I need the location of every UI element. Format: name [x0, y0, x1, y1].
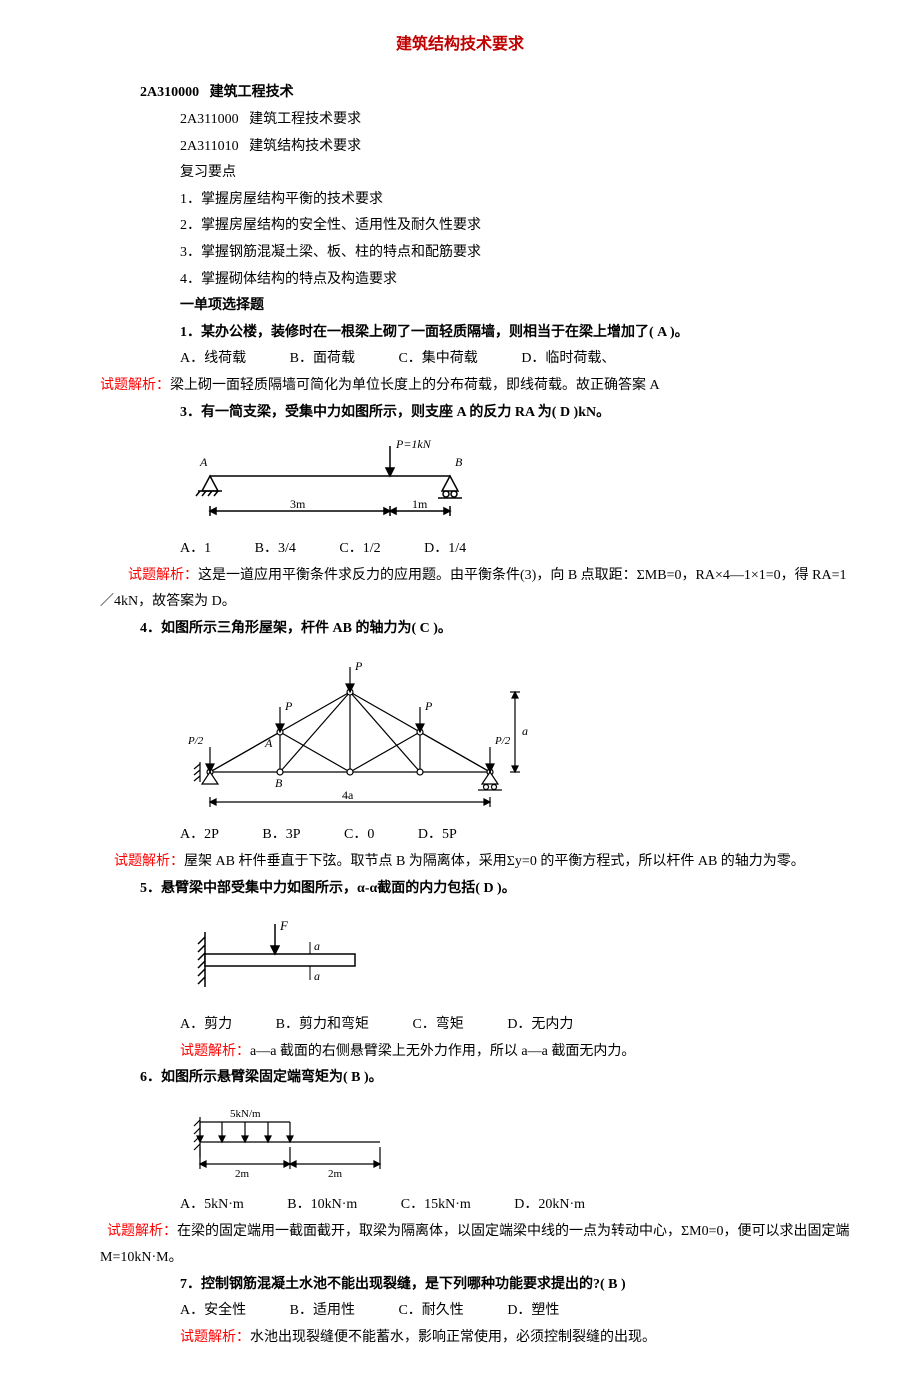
q3-option-c: C．1/2	[339, 536, 380, 563]
q7-options: A．安全性 B．适用性 C．耐久性 D．塑性	[180, 1298, 860, 1325]
subchapter-1: 2A311000 建筑工程技术要求	[180, 107, 860, 134]
q7-analysis-body: 水池出现裂缝便不能蓄水，影响正常使用，必须控制裂缝的出现。	[250, 1330, 656, 1345]
analysis-label: 试题解析：	[180, 1330, 250, 1345]
q7-analysis: 试题解析：水池出现裂缝便不能蓄水，影响正常使用，必须控制裂缝的出现。	[180, 1325, 860, 1352]
q1-option-c: C．集中荷载	[398, 346, 477, 373]
q6-diagram: 5kN/m 2m 2m	[180, 1102, 860, 1182]
q7-option-a: A．安全性	[180, 1298, 246, 1325]
q5-f-label: F	[279, 918, 289, 933]
q5-option-c: C．弯矩	[412, 1012, 463, 1039]
section-heading: 一单项选择题	[180, 293, 860, 320]
q4-height: a	[522, 724, 528, 738]
q6-option-d: D．20kN·m	[514, 1192, 585, 1219]
q6-options: A．5kN·m B．10kN·m C．15kN·m D．20kN·m	[180, 1192, 860, 1219]
q4-options: A．2P B．3P C．0 D．5P	[180, 822, 860, 849]
q3-diagram: P=1kN A B 3m 1m	[180, 436, 860, 526]
q4-analysis-body: 屋架 AB 杆件垂直于下弦。取节点 B 为隔离体，采用Σy=0 的平衡方程式，所…	[184, 854, 805, 869]
q4-text: 4．如图所示三角形屋架，杆件 AB 的轴力为( C )。	[140, 616, 860, 643]
q3-option-b: B．3/4	[255, 536, 296, 563]
q4-analysis: 试题解析：屋架 AB 杆件垂直于下弦。取节点 B 为隔离体，采用Σy=0 的平衡…	[100, 849, 860, 876]
q4-p-left: P	[284, 699, 293, 713]
q6-span2: 2m	[328, 1168, 343, 1180]
q4-option-c: C．0	[344, 822, 374, 849]
q1-options: A．线荷载 B．面荷载 C．集中荷载 D．临时荷载、	[180, 346, 860, 373]
q1-option-b: B．面荷载	[290, 346, 355, 373]
q6-option-c: C．15kN·m	[401, 1192, 471, 1219]
q3-b-label: B	[455, 455, 463, 469]
q7-text: 7．控制钢筋混凝土水池不能出现裂缝，是下列哪种功能要求提出的?( B )	[180, 1272, 860, 1299]
chapter-name: 建筑工程技术	[210, 85, 294, 100]
q3-analysis-body: 这是一道应用平衡条件求反力的应用题。由平衡条件(3)，向 B 点取距：ΣMB=0…	[100, 568, 846, 610]
chapter-heading: 2A310000 建筑工程技术	[140, 80, 860, 107]
q1-analysis: 试题解析：梁上砌一面轻质隔墙可简化为单位长度上的分布荷载，即线荷载。故正确答案 …	[100, 373, 860, 400]
q6-load: 5kN/m	[230, 1108, 261, 1120]
q6-analysis: 试题解析：在梁的固定端用一截面截开，取梁为隔离体，以固定端梁中线的一点为转动中心…	[100, 1219, 860, 1272]
analysis-label: 试题解析：	[114, 854, 184, 869]
q7-option-b: B．适用性	[290, 1298, 355, 1325]
q5-option-d: D．无内力	[507, 1012, 573, 1039]
review-point-2: 2．掌握房屋结构的安全性、适用性及耐久性要求	[180, 213, 860, 240]
q3-text: 3．有一简支梁，受集中力如图所示，则支座 A 的反力 RA 为( D )kN。	[180, 400, 860, 427]
q5-a-bottom: a	[314, 969, 320, 983]
q3-option-d: D．1/4	[424, 536, 466, 563]
q5-text: 5．悬臂梁中部受集中力如图所示，α-α截面的内力包括( D )。	[140, 876, 860, 903]
q1-text: 1．某办公楼，装修时在一根梁上砌了一面轻质隔墙，则相当于在梁上增加了( A )。	[180, 320, 860, 347]
q4-p-top: P	[354, 659, 363, 673]
q4-node-b: B	[275, 776, 283, 790]
analysis-label: 试题解析：	[100, 378, 170, 393]
q6-span1: 2m	[235, 1168, 250, 1180]
q3-span2: 1m	[412, 497, 428, 511]
q5-diagram: F a a	[180, 912, 860, 1002]
review-point-1: 1．掌握房屋结构平衡的技术要求	[180, 187, 860, 214]
analysis-label: 试题解析：	[128, 568, 198, 583]
q3-p-label: P=1kN	[395, 437, 432, 451]
q5-a-top: a	[314, 939, 320, 953]
q3-a-label: A	[199, 455, 208, 469]
page-title: 建筑结构技术要求	[60, 30, 860, 60]
q3-span1: 3m	[290, 497, 306, 511]
q4-option-a: A．2P	[180, 822, 219, 849]
q6-analysis-body: 在梁的固定端用一截面截开，取梁为隔离体，以固定端梁中线的一点为转动中心，ΣM0=…	[100, 1224, 850, 1266]
q4-diagram: P P P P/2 P/2 A B 4a a	[180, 652, 860, 812]
q6-text: 6．如图所示悬臂梁固定端弯矩为( B )。	[140, 1065, 860, 1092]
q6-option-b: B．10kN·m	[287, 1192, 357, 1219]
q5-analysis-body: a—a 截面的右侧悬臂梁上无外力作用，所以 a—a 截面无内力。	[250, 1044, 635, 1059]
chapter-code: 2A310000	[140, 85, 199, 100]
q3-option-a: A．1	[180, 536, 211, 563]
sub2-name: 建筑结构技术要求	[249, 139, 361, 154]
q3-analysis: 试题解析：这是一道应用平衡条件求反力的应用题。由平衡条件(3)，向 B 点取距：…	[100, 563, 860, 616]
q4-node-a: A	[264, 736, 273, 750]
q5-option-b: B．剪力和弯矩	[276, 1012, 369, 1039]
q1-option-d: D．临时荷载、	[521, 346, 615, 373]
q4-option-b: B．3P	[262, 822, 300, 849]
q4-p-right: P	[424, 699, 433, 713]
review-heading: 复习要点	[180, 160, 860, 187]
review-point-3: 3．掌握钢筋混凝土梁、板、柱的特点和配筋要求	[180, 240, 860, 267]
q5-analysis: 试题解析：a—a 截面的右侧悬臂梁上无外力作用，所以 a—a 截面无内力。	[180, 1039, 860, 1066]
sub1-code: 2A311000	[180, 112, 239, 127]
q7-option-d: D．塑性	[507, 1298, 559, 1325]
review-point-4: 4．掌握砌体结构的特点及构造要求	[180, 267, 860, 294]
subchapter-2: 2A311010 建筑结构技术要求	[180, 134, 860, 161]
sub2-code: 2A311010	[180, 139, 239, 154]
q4-span: 4a	[342, 788, 354, 802]
q4-phalf-right: P/2	[494, 735, 511, 747]
q6-option-a: A．5kN·m	[180, 1192, 244, 1219]
q4-option-d: D．5P	[418, 822, 457, 849]
q4-phalf-left: P/2	[187, 735, 204, 747]
q3-options: A．1 B．3/4 C．1/2 D．1/4	[180, 536, 860, 563]
q5-options: A．剪力 B．剪力和弯矩 C．弯矩 D．无内力	[180, 1012, 860, 1039]
q7-option-c: C．耐久性	[398, 1298, 463, 1325]
q5-option-a: A．剪力	[180, 1012, 232, 1039]
q1-analysis-body: 梁上砌一面轻质隔墙可简化为单位长度上的分布荷载，即线荷载。故正确答案 A	[170, 378, 660, 393]
q1-option-a: A．线荷载	[180, 346, 246, 373]
analysis-label: 试题解析：	[107, 1224, 177, 1239]
sub1-name: 建筑工程技术要求	[249, 112, 361, 127]
analysis-label: 试题解析：	[180, 1044, 250, 1059]
